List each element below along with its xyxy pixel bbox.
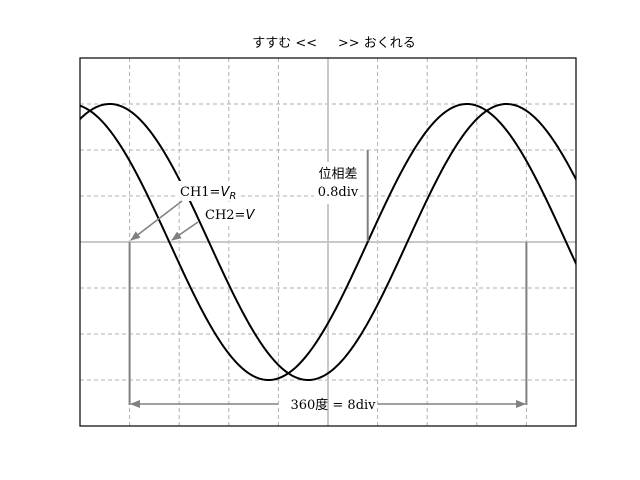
ch2-pointer-arrow — [171, 221, 199, 241]
period-label: 360度 = 8div — [290, 397, 376, 413]
ch1-label-bg — [176, 181, 238, 201]
diagram-title: すすむ << >> おくれる — [252, 36, 416, 51]
plot-border — [79, 57, 577, 427]
ch2-label-bg — [202, 204, 258, 224]
phase-diff-label-bg — [314, 162, 360, 204]
ch1-label: CH1=VR — [180, 185, 236, 202]
ch2-label: CH2=V — [205, 208, 255, 223]
ch1-pointer-arrow — [130, 200, 183, 241]
phase-diff-label-line2: 0.8div — [318, 185, 359, 200]
ch2-waveform — [80, 102, 576, 382]
ch1-waveform — [80, 102, 576, 382]
phase-diff-label-line1: 位相差 — [318, 167, 357, 182]
